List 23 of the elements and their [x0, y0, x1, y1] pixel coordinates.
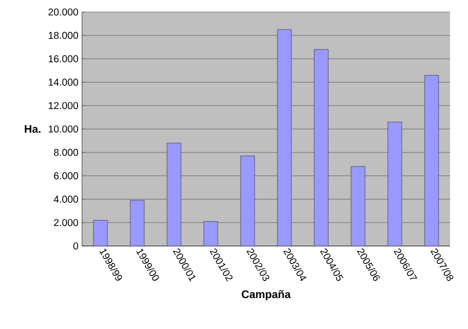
y-tick-label: 4.000	[54, 196, 78, 203]
y-tick-label: 8.000	[54, 148, 78, 156]
y-tick-label: 10.000	[48, 125, 78, 133]
bar	[350, 166, 366, 246]
bar	[388, 122, 402, 246]
y-tick-label: 0	[73, 242, 78, 250]
bar	[240, 156, 255, 246]
bar	[166, 142, 182, 246]
y-tick-label: 14.000	[48, 78, 78, 86]
y-tick-label: 12.000	[48, 102, 78, 110]
bar	[130, 200, 144, 246]
bar	[424, 74, 439, 246]
x-axis-title: Campaña	[242, 290, 291, 300]
y-tick-label: 16.000	[48, 55, 78, 62]
y-tick-label: 18.000	[48, 32, 78, 39]
bar	[93, 220, 108, 246]
y-tick-label: 2.000	[54, 219, 78, 226]
y-axis-title: Ha.	[24, 125, 40, 133]
bar	[277, 29, 292, 246]
y-tick-label: 20.000	[48, 8, 78, 16]
bar	[314, 49, 328, 246]
y-tick-label: 6.000	[54, 172, 78, 180]
bar	[204, 221, 218, 246]
